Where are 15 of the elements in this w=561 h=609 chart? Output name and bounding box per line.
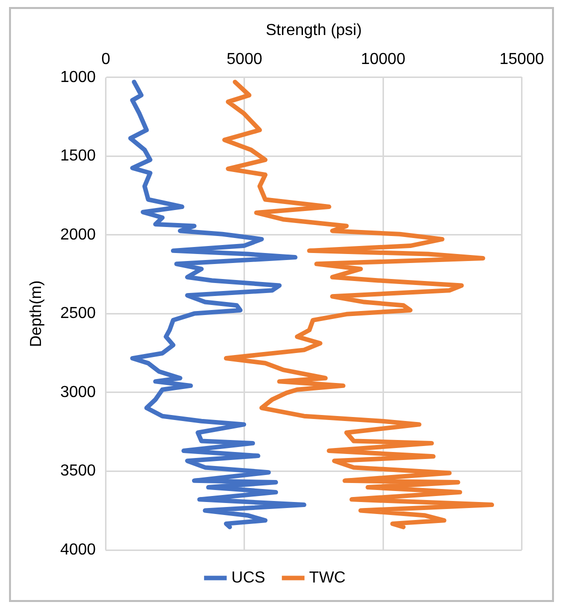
x-tick-label: 0 [101, 51, 110, 68]
x-tick-label: 15000 [500, 51, 544, 68]
y-tick-label: 3000 [60, 384, 96, 401]
legend-label: UCS [231, 569, 266, 586]
x-tick-label: 10000 [360, 51, 406, 68]
y-axis-title: Depth(m) [28, 280, 46, 348]
y-tick-label: 2500 [60, 305, 96, 322]
x-tick-label: 5000 [226, 51, 262, 68]
legend-label: TWC [309, 569, 346, 586]
x-axis-title: Strength (psi) [266, 22, 362, 40]
y-tick-label: 2000 [60, 226, 96, 244]
y-tick-label: 3500 [60, 462, 96, 480]
y-tick-label: 1500 [60, 148, 96, 165]
y-tick-label: 1000 [60, 68, 96, 86]
y-tick-label: 4000 [60, 541, 96, 558]
